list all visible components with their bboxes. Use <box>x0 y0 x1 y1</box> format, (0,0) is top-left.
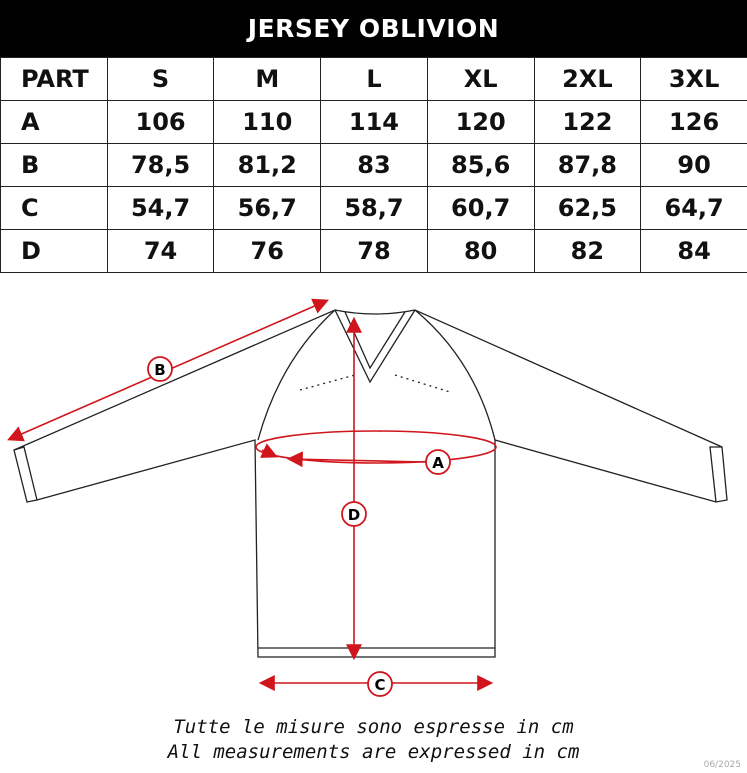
size-value-cell: 122 <box>533 100 642 144</box>
size-value-cell: 54,7 <box>106 186 215 230</box>
size-value-cell: 110 <box>213 100 322 144</box>
header-cell: L <box>320 57 428 101</box>
size-value-cell: 78 <box>320 229 428 273</box>
jersey-diagram: B A D C <box>7 298 728 697</box>
header-cell: M <box>213 57 322 101</box>
size-value-cell: 82 <box>533 229 642 273</box>
size-value-cell: 87,8 <box>533 143 642 187</box>
chart-title: JERSEY OBLIVION <box>0 0 747 57</box>
note-english: All measurements are expressed in cm <box>167 741 580 763</box>
size-value-cell: 76 <box>213 229 322 273</box>
size-value-cell: 83 <box>320 143 428 187</box>
table-header-row: PART S M L XL 2XL 3XL <box>0 57 747 101</box>
size-value-cell: 90 <box>640 143 747 187</box>
svg-text:A: A <box>432 454 444 472</box>
size-value-cell: 64,7 <box>640 186 747 230</box>
table-row: D 74 76 78 80 82 84 <box>0 229 747 273</box>
header-cell: 3XL <box>640 57 747 101</box>
table-row: C 54,7 56,7 58,7 60,7 62,5 64,7 <box>0 186 747 230</box>
size-value-cell: 80 <box>426 229 535 273</box>
size-value-cell: 84 <box>640 229 747 273</box>
size-value-cell: 106 <box>106 100 215 144</box>
table-row: A 106 110 114 120 122 126 <box>0 100 747 144</box>
svg-text:B: B <box>154 361 165 379</box>
header-cell: S <box>106 57 215 101</box>
size-value-cell: 62,5 <box>533 186 642 230</box>
size-table: PART S M L XL 2XL 3XL A 106 110 114 120 122 12… <box>0 57 747 273</box>
size-value-cell: 81,2 <box>213 143 322 187</box>
part-cell: B <box>0 143 108 187</box>
part-cell: A <box>0 100 108 144</box>
svg-text:C: C <box>374 676 385 694</box>
jersey-outline <box>13 309 728 658</box>
part-cell: D <box>0 229 108 273</box>
label-a: A <box>425 449 451 475</box>
size-value-cell: 60,7 <box>426 186 535 230</box>
measure-a <box>255 430 497 468</box>
size-value-cell: 85,6 <box>426 143 535 187</box>
header-cell: 2XL <box>533 57 642 101</box>
size-value-cell: 56,7 <box>213 186 322 230</box>
label-b: B <box>147 356 173 382</box>
size-value-cell: 58,7 <box>320 186 428 230</box>
date-stamp: 06/2025 <box>703 760 741 770</box>
size-value-cell: 114 <box>320 100 428 144</box>
size-value-cell: 78,5 <box>106 143 215 187</box>
size-value-cell: 126 <box>640 100 747 144</box>
svg-text:D: D <box>348 506 360 524</box>
note-italian: Tutte le misure sono espresse in cm <box>173 716 574 738</box>
label-c: C <box>367 671 393 697</box>
label-d: D <box>341 501 367 527</box>
header-cell: XL <box>426 57 535 101</box>
part-cell: C <box>0 186 108 230</box>
table-row: B 78,5 81,2 83 85,6 87,8 90 <box>0 143 747 187</box>
size-value-cell: 74 <box>106 229 215 273</box>
size-value-cell: 120 <box>426 100 535 144</box>
header-cell: PART <box>0 57 108 101</box>
